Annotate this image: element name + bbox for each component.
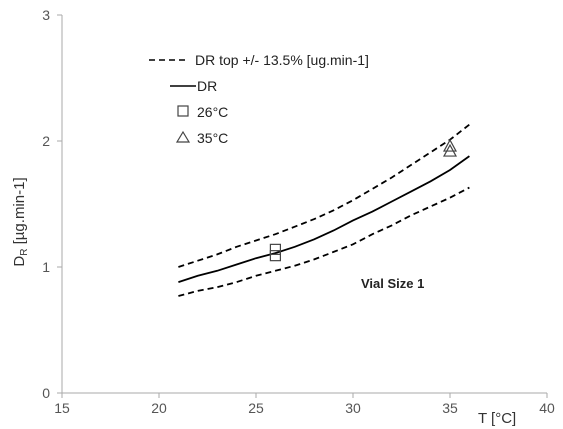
y-tick-label: 2 [42, 133, 50, 149]
y-tick-label: 1 [42, 259, 50, 275]
point-26c [269, 243, 281, 255]
legend-label-dr-band: DR top +/- 13.5% [ug.min-1] [195, 52, 369, 68]
point-35c [442, 138, 458, 152]
y-tick-label: 0 [42, 385, 50, 401]
axes [57, 14, 548, 398]
dashed-band-line-2 [178, 186, 470, 297]
y-axis-title: DR [µg.min-1] [11, 177, 30, 266]
x-tick-label: 25 [248, 400, 264, 416]
legend-label-dr: DR [197, 78, 217, 94]
x-tick-label: 20 [151, 400, 167, 416]
annotation-vial-size: Vial Size 1 [361, 276, 424, 291]
legend-triangle-marker [175, 130, 191, 143]
series-layer [178, 123, 470, 297]
tick-labels: 15 20 25 30 35 40 0 1 2 3 [42, 7, 555, 416]
point-26c [269, 250, 281, 262]
x-tick-label: 15 [54, 400, 70, 416]
x-axis-title: T [°C] [478, 410, 516, 427]
x-tick-label: 35 [442, 400, 458, 416]
legend-square-marker [177, 105, 189, 117]
legend: DR top +/- 13.5% [ug.min-1] DR 26°C 35°C [149, 52, 369, 146]
marker-layer [269, 138, 458, 262]
point-35c [442, 143, 458, 157]
y-tick-label: 3 [42, 7, 50, 23]
dashed-band-line-1 [178, 123, 470, 268]
x-tick-label: 40 [539, 400, 555, 416]
legend-label-26c: 26°C [197, 104, 228, 120]
dr-line [178, 155, 470, 283]
legend-label-35c: 35°C [197, 130, 228, 146]
x-tick-label: 30 [345, 400, 361, 416]
